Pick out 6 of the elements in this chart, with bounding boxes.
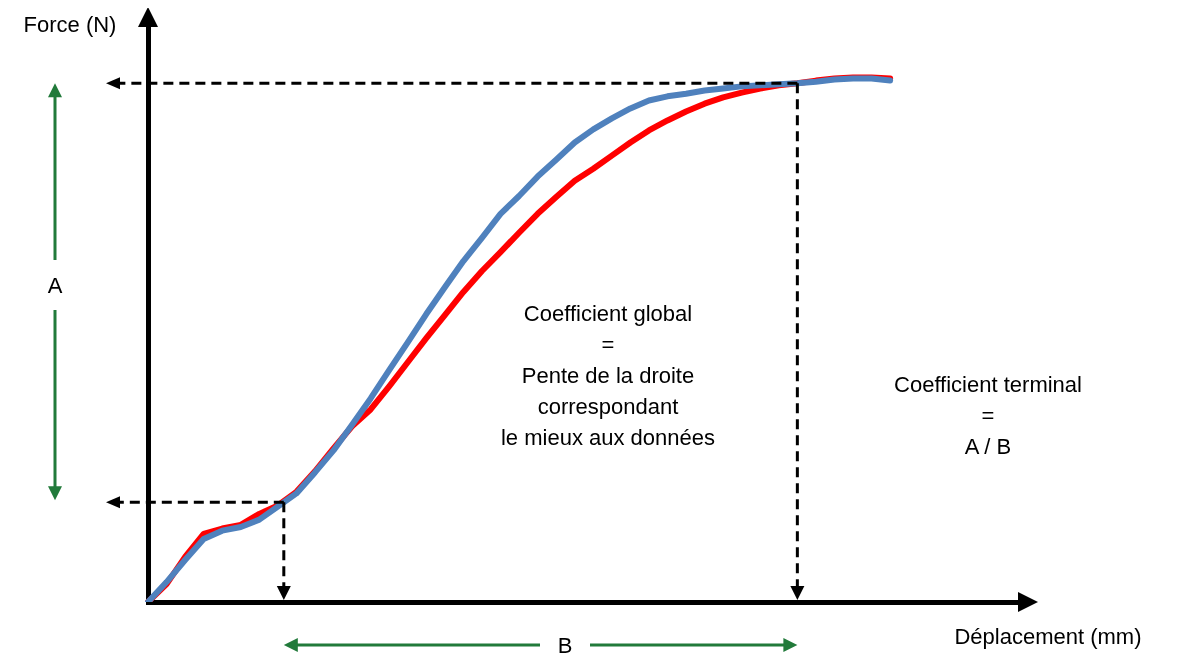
annotation: Coefficient terminal = A / B (894, 370, 1082, 461)
annotation: Coefficient global = Pente de la droite correspondant le mieux aux données (500, 299, 716, 452)
y-axis-title: Force (N) (23, 10, 117, 39)
text: A (47, 271, 63, 300)
x-axis-title: Déplacement (mm) (954, 622, 1142, 651)
text: B (557, 631, 573, 660)
